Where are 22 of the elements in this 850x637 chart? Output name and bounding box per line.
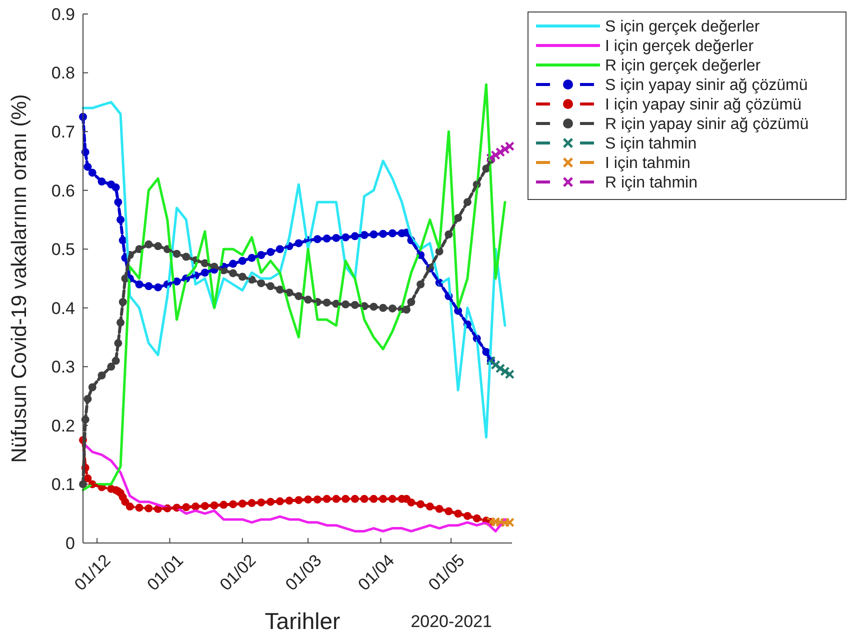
legend-label: R için yapay sinir ağ çözümü: [605, 116, 809, 134]
legend-label: I için gerçek değerler: [605, 38, 754, 56]
y-tick-label: 0.1: [51, 475, 75, 494]
y-tick-label: 0.5: [51, 240, 75, 260]
legend-label: S için yapay sinir ağ çözümü: [605, 77, 808, 94]
legend-label: R için gerçek değerler: [605, 58, 762, 75]
text: 2020-2021: [410, 612, 492, 631]
legend-label: I için tahmin: [605, 155, 690, 172]
y-axis-title: Nüfusun Covid-19 vakalarının oranı (%): [8, 94, 31, 463]
y-tick-label: 0.7: [51, 122, 75, 142]
x-axis-title: Tarihler: [264, 608, 341, 634]
y-tick-label: 0.8: [51, 64, 75, 83]
legend-label: R için tahmin: [605, 174, 698, 192]
y-tick-label: 0.2: [51, 416, 75, 436]
legend-label: S için gerçek değerler: [605, 18, 760, 36]
legend-label: S için tahmin: [605, 136, 697, 153]
y-tick-label: 0.6: [51, 181, 75, 200]
y-tick-label: 0: [66, 534, 75, 553]
y-tick-label: 0.4: [51, 298, 75, 318]
y-tick-label: 0.9: [51, 4, 75, 24]
y-tick-label: 0.3: [51, 358, 75, 377]
legend-label: I için yapay sinir ağ çözümü: [605, 96, 802, 114]
